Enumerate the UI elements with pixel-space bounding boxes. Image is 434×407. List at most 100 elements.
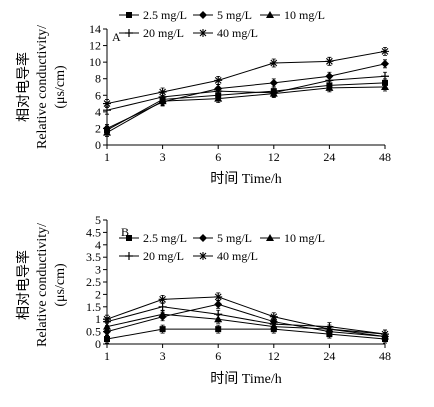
y-tick-label: 3.5	[86, 250, 101, 264]
series-40mgl	[103, 46, 389, 108]
series-line	[106, 296, 386, 335]
legend-item: 20 mg/L	[119, 26, 184, 40]
data-point	[103, 322, 111, 330]
series-line	[106, 86, 386, 134]
y-tick-label: 0	[95, 337, 101, 351]
series-40mgl	[103, 292, 389, 339]
x-tick-label: 48	[379, 349, 391, 363]
legend-label: 5 mg/L	[217, 231, 252, 245]
y-axis-label-line: Relative conductivity/	[35, 223, 50, 347]
data-point	[269, 320, 278, 329]
data-point	[269, 88, 278, 97]
legend-marker	[126, 235, 132, 241]
data-point	[159, 326, 166, 333]
series-line	[106, 50, 386, 105]
y-tick-label: 1.5	[86, 300, 101, 314]
data-point	[214, 315, 223, 323]
data-point	[158, 302, 167, 311]
series-2.5mgl	[104, 324, 388, 344]
data-point	[325, 83, 334, 91]
data-point	[103, 315, 111, 324]
x-tick-label: 1	[104, 349, 110, 363]
data-point	[269, 78, 278, 87]
legend-marker	[199, 11, 207, 19]
panel-label: A	[112, 30, 121, 44]
y-tick-label: 0.5	[86, 325, 101, 339]
legend-label: 20 mg/L	[143, 26, 184, 40]
legend-label: 5 mg/L	[217, 8, 252, 22]
legend-marker	[125, 252, 133, 260]
legend-item: 5 mg/L	[193, 231, 252, 245]
y-tick-label: 6	[95, 88, 101, 102]
data-point	[269, 312, 278, 321]
series-line	[106, 328, 386, 340]
legend-label: 40 mg/L	[217, 249, 258, 263]
series-20mgl	[103, 71, 389, 115]
x-tick-label: 1	[104, 150, 110, 164]
y-tick-label: 12	[89, 39, 101, 53]
x-tick-label: 12	[268, 349, 280, 363]
y-tick-label: 2	[95, 121, 101, 135]
data-point	[214, 76, 223, 85]
y-tick-label: 4	[95, 238, 101, 252]
data-point	[158, 310, 167, 318]
y-tick-label: 4.5	[86, 225, 101, 239]
legend-marker	[199, 234, 207, 242]
legend-item: 10 mg/L	[260, 231, 325, 245]
data-point	[215, 326, 222, 333]
y-axis-label-line: Relative conductivity/	[35, 25, 50, 149]
data-point	[104, 336, 110, 343]
x-tick-label: 6	[215, 150, 221, 164]
legend-item: 2.5 mg/L	[119, 231, 187, 245]
data-point	[325, 57, 334, 66]
x-axis-label: 时间 Time/h	[210, 171, 281, 187]
data-point	[103, 128, 111, 136]
legend-item: 20 mg/L	[119, 249, 184, 263]
legend-item: 40 mg/L	[193, 26, 258, 40]
y-tick-label: 4	[95, 105, 101, 119]
y-tick-label: 1	[95, 312, 101, 326]
x-axis-label: 时间 Time/h	[210, 371, 281, 387]
y-tick-label: 10	[89, 55, 101, 69]
x-tick-label: 6	[215, 349, 221, 363]
data-point	[214, 292, 223, 301]
legend-item: 5 mg/L	[193, 8, 252, 22]
x-tick-label: 3	[160, 349, 166, 363]
data-point	[381, 330, 389, 339]
y-tick-label: 5	[95, 213, 101, 227]
x-tick-label: 24	[323, 150, 335, 164]
data-point	[214, 94, 223, 102]
legend-label: 10 mg/L	[284, 231, 325, 245]
data-point	[158, 87, 167, 96]
data-point	[214, 310, 223, 319]
data-point	[214, 87, 223, 96]
legend-marker	[125, 29, 133, 37]
y-tick-label: 2	[95, 287, 101, 301]
legend-marker	[199, 252, 207, 260]
series-line	[106, 75, 386, 111]
data-point	[381, 59, 389, 68]
legend-marker	[126, 12, 132, 18]
y-tick-label: 8	[95, 72, 101, 86]
data-point	[214, 300, 223, 309]
y-axis-label-line: (μs/cm)	[53, 263, 68, 307]
y-axis-label-line: 相对电导率	[15, 52, 32, 122]
data-point	[158, 295, 167, 304]
data-point	[325, 325, 334, 334]
legend-label: 10 mg/L	[284, 8, 325, 22]
data-point	[325, 76, 334, 85]
data-point	[269, 58, 278, 67]
legend-label: 2.5 mg/L	[143, 231, 187, 245]
y-tick-label: 0	[95, 138, 101, 152]
legend-marker	[266, 234, 274, 241]
legend-marker	[199, 29, 207, 37]
legend-marker	[266, 11, 274, 18]
series-line	[106, 306, 386, 335]
data-point	[103, 99, 111, 108]
legend-item: 40 mg/L	[193, 249, 258, 263]
y-axis-label-line: 相对电导率	[15, 250, 32, 320]
